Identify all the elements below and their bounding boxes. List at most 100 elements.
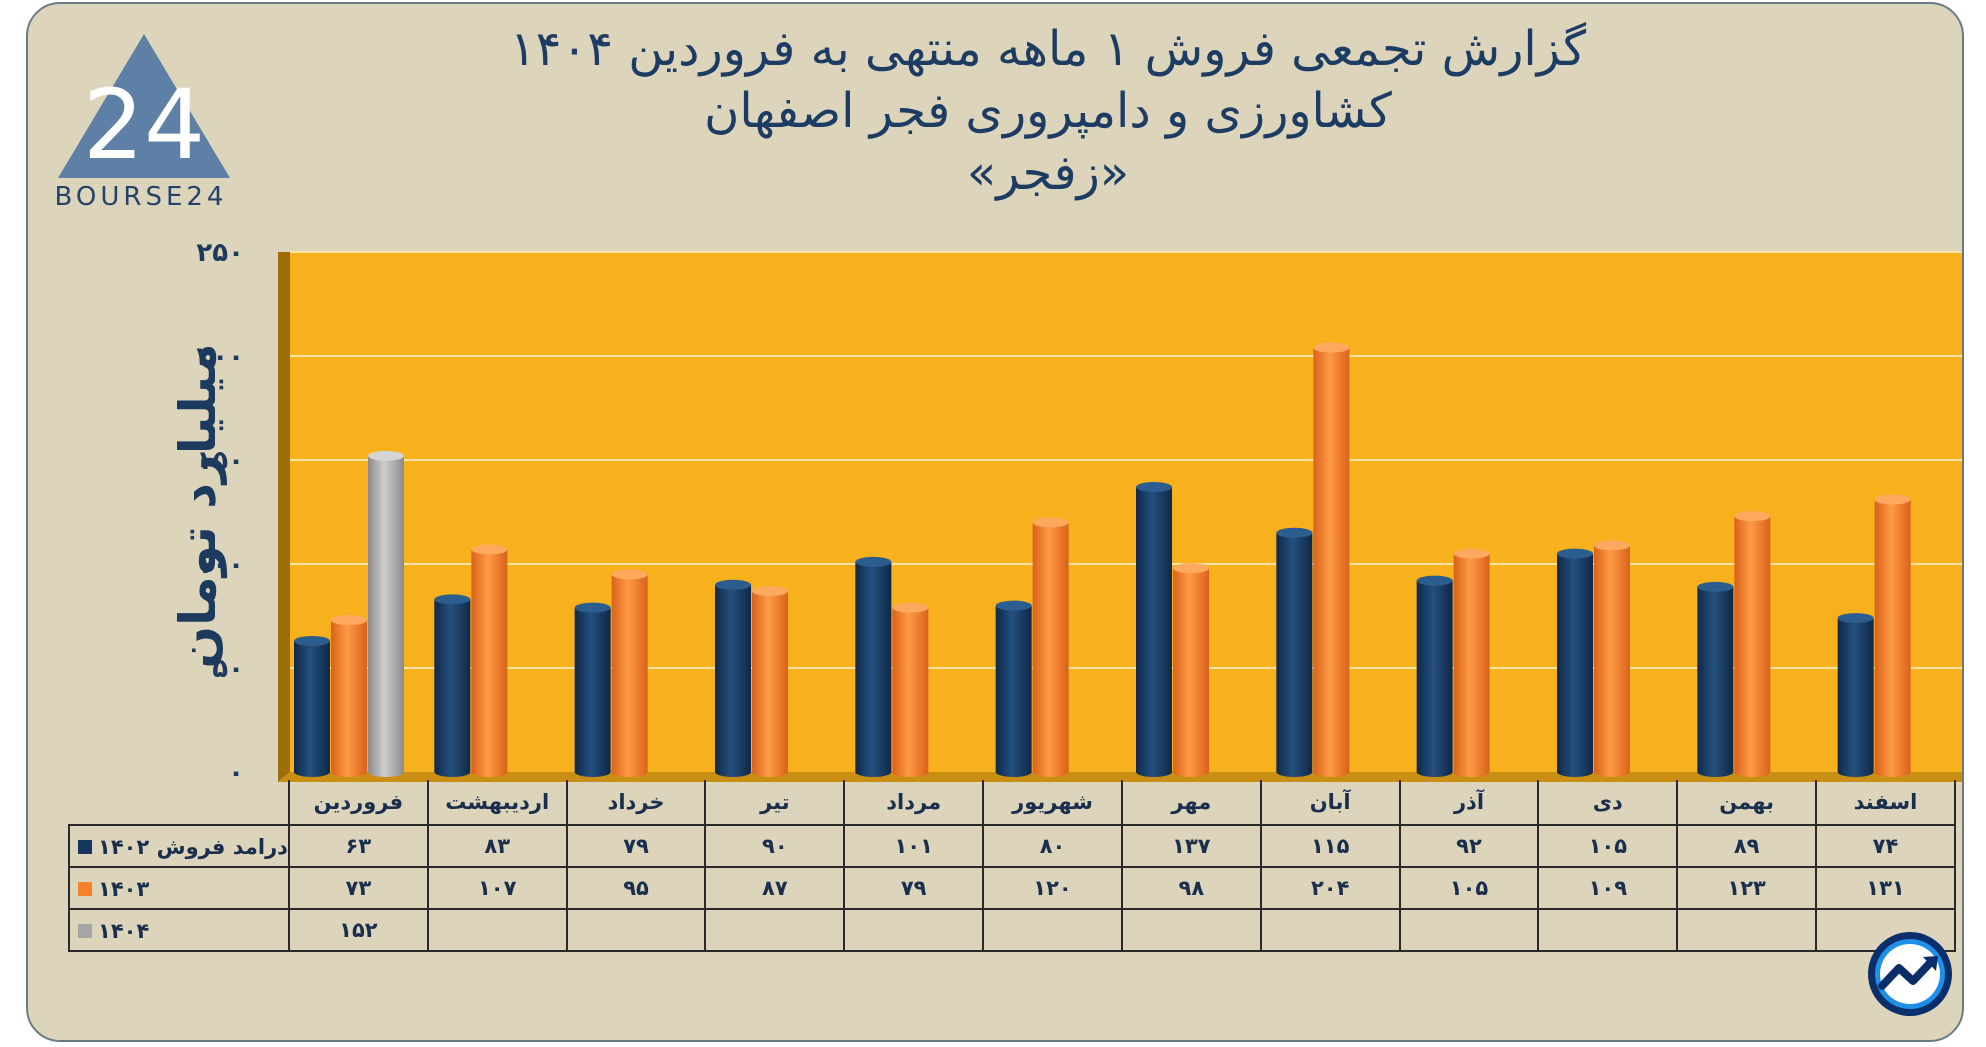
- y-tick-label: ۲۵۰: [196, 238, 244, 268]
- data-cell: ۹۵: [565, 866, 707, 910]
- data-cell: ۹۲: [1398, 824, 1540, 868]
- chart-title: گزارش تجمعی فروش ۱ ماهه منتهی به فروردین…: [428, 18, 1668, 204]
- legend-entry: درامد فروش ۱۴۰۲: [68, 824, 290, 868]
- bar: [471, 544, 508, 777]
- category-label: آبان: [1259, 780, 1401, 826]
- data-cell: ۹۰: [704, 824, 846, 868]
- data-cell: ۷۹: [565, 824, 707, 868]
- logo-mark: 24: [83, 69, 205, 181]
- title-line-1: گزارش تجمعی فروش ۱ ماهه منتهی به فروردین…: [509, 21, 1587, 77]
- data-cell: ۱۵۲: [287, 908, 429, 952]
- category-label: مهر: [1120, 780, 1262, 826]
- data-cell: ۸۳: [426, 824, 568, 868]
- bar: [574, 602, 611, 777]
- legend-label: ۱۴۰۳: [98, 876, 150, 901]
- data-cell: ۱۰۱: [843, 824, 985, 868]
- category-label: اسفند: [1815, 780, 1956, 826]
- data-cell: ۸۹: [1676, 824, 1818, 868]
- y-tick-label: ۲۰۰: [196, 342, 244, 372]
- category-label: تیر: [704, 780, 846, 826]
- data-cell: [982, 908, 1123, 952]
- data-cell: [843, 908, 985, 952]
- category-label: اردیبهشت: [426, 780, 568, 826]
- data-cell: [1259, 908, 1401, 952]
- y-tick-label: ۵۰: [212, 654, 244, 684]
- data-cell: ۱۰۹: [1537, 866, 1679, 910]
- bar: [1557, 548, 1593, 777]
- legend-label: درامد فروش ۱۴۰۲: [98, 834, 288, 859]
- data-cell: ۷۳: [287, 866, 429, 910]
- category-label: خرداد: [565, 780, 707, 826]
- data-cell: ۱۲۳: [1676, 866, 1818, 910]
- data-cell: ۷۹: [843, 866, 985, 910]
- legend-swatch: [78, 923, 92, 938]
- category-label: آذر: [1398, 780, 1540, 826]
- legend-swatch: [78, 839, 92, 854]
- bar: [1697, 581, 1734, 777]
- bar: [1734, 511, 1771, 777]
- category-label: فروردین: [287, 780, 429, 826]
- table-row: درامد فروش ۱۴۰۲ ۶۳ ۸۳ ۷۹ ۹۰ ۱۰۱ ۸۰ ۱۳۷ ۱۱۵ ۹۲ ۱۰۵ ۸…: [68, 824, 1956, 868]
- bar: [892, 602, 929, 777]
- bar: [611, 569, 648, 777]
- table-row: ۱۴۰۴ ۱۵۲: [68, 908, 1956, 952]
- title-line-3: «زفجر»: [966, 145, 1130, 201]
- bar: [434, 594, 471, 777]
- bar: [1594, 540, 1630, 777]
- data-cell: ۱۳۷: [1120, 824, 1262, 868]
- data-cell: [1120, 908, 1262, 952]
- legend-label: ۱۴۰۴: [98, 918, 150, 943]
- legend-entry: ۱۴۰۳: [68, 866, 290, 910]
- bar: [1453, 548, 1490, 777]
- data-cell: [426, 908, 568, 952]
- data-cell: ۷۴: [1815, 824, 1956, 868]
- y-tick-label: ۱۰۰: [196, 550, 244, 580]
- data-cell: ۸۰: [982, 824, 1123, 868]
- legend-entry: ۱۴۰۴: [68, 908, 290, 952]
- data-cell: ۱۰۷: [426, 866, 568, 910]
- category-label: شهریور: [982, 780, 1123, 826]
- plot-floor: [278, 772, 1962, 782]
- bar: [368, 450, 404, 777]
- y-axis-label: میلیارد تومان: [169, 343, 227, 669]
- data-cell: [1398, 908, 1540, 952]
- bar: [752, 586, 788, 777]
- bourse24-logo: 24: [58, 34, 230, 181]
- data-cell: [1676, 908, 1818, 952]
- bar: [855, 556, 892, 777]
- category-label: بهمن: [1676, 780, 1818, 826]
- bar: [294, 635, 330, 777]
- data-cell: ۸۷: [704, 866, 846, 910]
- table-corner: [69, 780, 290, 825]
- data-cell: [1537, 908, 1679, 952]
- data-cell: ۱۲۰: [982, 866, 1123, 910]
- bar: [715, 579, 751, 777]
- plot-area: [290, 252, 1962, 772]
- plot-side-wall: [278, 252, 290, 782]
- bar: [1032, 517, 1069, 777]
- bar: [331, 615, 367, 777]
- bar: [1313, 342, 1350, 777]
- data-cell: [565, 908, 707, 952]
- bar: [995, 600, 1032, 777]
- chart-trend-icon: [1868, 932, 1952, 1016]
- data-cell: ۹۸: [1120, 866, 1262, 910]
- data-cell: ۶۳: [287, 824, 429, 868]
- data-cell: [704, 908, 846, 952]
- bar: [1837, 613, 1874, 777]
- data-table: فروردین اردیبهشت خرداد تیر مرداد شهریور مهر آبا…: [68, 780, 1956, 952]
- bar: [1874, 494, 1911, 777]
- data-cell: ۱۳۱: [1815, 866, 1956, 910]
- logo-text: BOURSE24: [54, 182, 228, 212]
- y-tick-label: ۱۵۰: [196, 446, 244, 476]
- category-label: مرداد: [843, 780, 985, 826]
- legend-swatch: [78, 881, 92, 896]
- bar: [1136, 482, 1172, 777]
- title-line-2: کشاورزی و دامپروری فجر اصفهان: [704, 83, 1392, 139]
- data-cell: ۲۰۴: [1259, 866, 1401, 910]
- bar: [1173, 563, 1209, 777]
- data-cell: ۱۰۵: [1398, 866, 1540, 910]
- category-label: دی: [1537, 780, 1679, 826]
- table-row: ۱۴۰۳ ۷۳ ۱۰۷ ۹۵ ۸۷ ۷۹ ۱۲۰ ۹۸ ۲۰۴ ۱۰۵ ۱۰۹ ۱۲۳ ۱۳۱: [68, 866, 1956, 910]
